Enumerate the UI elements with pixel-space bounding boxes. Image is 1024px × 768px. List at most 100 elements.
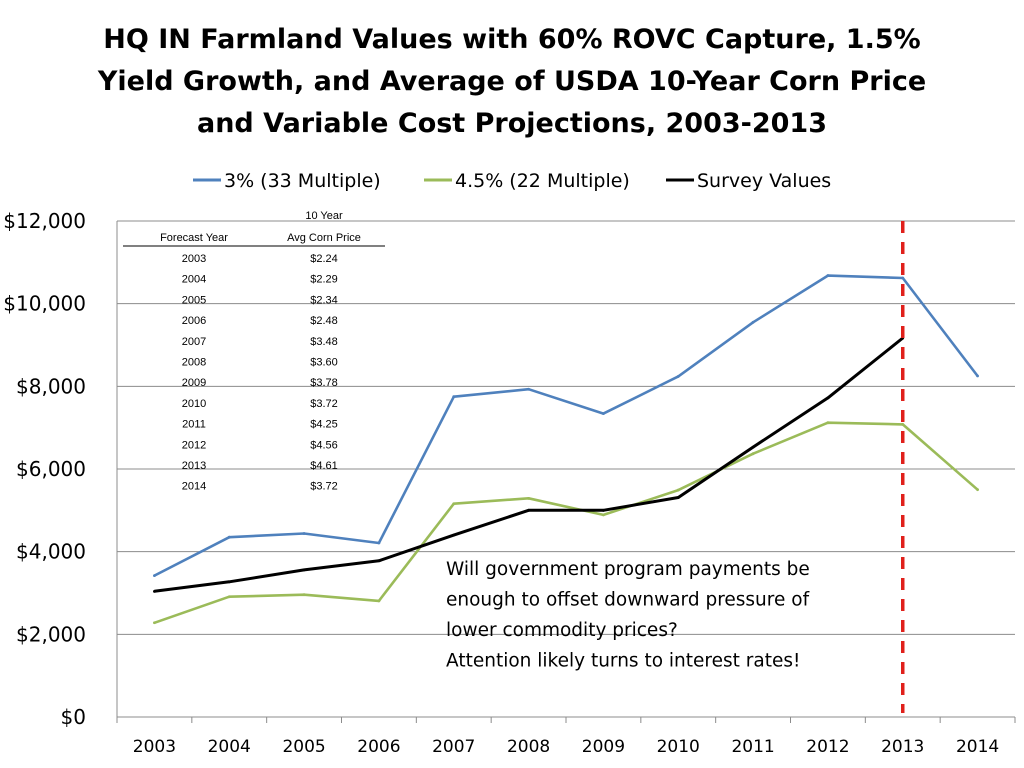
table-price: $4.25 xyxy=(310,419,338,431)
data-point xyxy=(826,274,830,277)
title-line-2: Yield Growth, and Average of USDA 10-Yea… xyxy=(97,66,926,97)
y-tick-label: $0 xyxy=(61,705,86,729)
table-year: 2009 xyxy=(182,377,206,389)
table-price: $3.78 xyxy=(310,377,338,389)
series-line-1 xyxy=(153,274,979,577)
table-year: 2004 xyxy=(182,274,206,286)
table-price: $2.24 xyxy=(310,253,338,265)
y-tick-label: $2,000 xyxy=(16,622,86,646)
x-tick-label: 2004 xyxy=(208,737,251,757)
table-year: 2011 xyxy=(182,419,206,431)
x-tick-label: 2008 xyxy=(507,737,550,757)
data-point xyxy=(153,621,156,625)
x-tick-label: 2007 xyxy=(432,737,475,757)
data-point xyxy=(153,574,156,578)
table-header-right-line1: 10 Year xyxy=(305,210,343,222)
data-point xyxy=(751,320,755,324)
table-year: 2013 xyxy=(182,460,206,472)
table-price: $2.48 xyxy=(310,315,338,327)
annotation-line-2: enough to offset downward pressure of xyxy=(446,590,810,611)
y-tick-label: $10,000 xyxy=(3,292,86,316)
table-year: 2014 xyxy=(182,481,206,493)
data-point xyxy=(377,541,381,545)
data-point xyxy=(901,276,905,280)
data-point xyxy=(527,508,530,512)
legend-label-3: Survey Values xyxy=(697,170,831,192)
annotation: Will government program payments be enoug… xyxy=(446,559,810,672)
table-price: $3.72 xyxy=(310,481,338,493)
table-year: 2006 xyxy=(182,315,206,327)
data-point xyxy=(452,502,456,506)
data-point xyxy=(227,535,231,539)
data-point xyxy=(227,580,231,584)
data-point xyxy=(602,508,605,512)
data-point xyxy=(676,496,680,499)
x-tick-label: 2009 xyxy=(582,737,625,757)
x-tick-label: 2012 xyxy=(806,737,849,757)
annotation-line-1: Will government program payments be xyxy=(446,559,810,580)
table-price: $4.56 xyxy=(310,439,338,451)
table-year: 2007 xyxy=(182,336,206,348)
series-line-2 xyxy=(153,421,979,625)
table-price: $2.29 xyxy=(310,274,338,286)
x-tick-label: 2010 xyxy=(657,737,700,757)
x-tick-label: 2006 xyxy=(357,737,400,757)
y-tick-label: $8,000 xyxy=(16,374,86,398)
data-point xyxy=(452,395,456,399)
data-point xyxy=(302,532,306,535)
data-point xyxy=(676,375,680,378)
x-tick-label: 2011 xyxy=(731,737,774,757)
table-year: 2003 xyxy=(182,253,206,265)
table-year: 2010 xyxy=(182,398,206,410)
data-point xyxy=(302,593,306,597)
chart-title: HQ IN Farmland Values with 60% ROVC Capt… xyxy=(97,24,926,139)
gridlines xyxy=(117,220,1015,635)
data-point xyxy=(452,533,456,537)
table-price: $2.34 xyxy=(310,294,338,306)
title-line-1: HQ IN Farmland Values with 60% ROVC Capt… xyxy=(103,24,920,55)
table-header-right-line2: Avg Corn Price xyxy=(287,232,361,244)
data-point xyxy=(751,445,755,449)
y-tick-label: $6,000 xyxy=(16,457,86,481)
data-point xyxy=(751,452,755,456)
inset-table: 10 Year Forecast Year Avg Corn Price 2003 $2… xyxy=(123,210,385,493)
table-year: 2005 xyxy=(182,294,206,306)
table-price: $3.48 xyxy=(310,336,338,348)
x-tick-label: 2013 xyxy=(881,737,924,757)
x-tick-label: 2005 xyxy=(282,737,325,757)
data-point xyxy=(826,421,830,425)
data-point xyxy=(602,412,605,416)
data-point xyxy=(901,422,905,426)
table-price: $3.60 xyxy=(310,357,338,369)
table-header-left: Forecast Year xyxy=(160,232,228,244)
data-point xyxy=(976,488,979,492)
data-point xyxy=(527,387,530,391)
annotation-line-4: Attention likely turns to interest rates… xyxy=(446,651,800,672)
data-point xyxy=(527,496,530,500)
data-point xyxy=(153,589,156,593)
data-point xyxy=(826,396,830,400)
y-tick-label: $12,000 xyxy=(3,209,86,233)
data-point xyxy=(302,568,306,572)
x-tick-label: 2003 xyxy=(133,737,176,757)
data-point xyxy=(377,559,381,563)
x-tick-label: 2014 xyxy=(956,737,999,757)
data-point xyxy=(976,374,979,378)
legend: 3% (33 Multiple) 4.5% (22 Multiple) Survey… xyxy=(193,170,831,192)
series-line-3 xyxy=(154,336,904,593)
y-tick-label: $4,000 xyxy=(16,540,86,564)
series-lines xyxy=(153,274,979,625)
title-line-3: and Variable Cost Projections, 2003-2013 xyxy=(197,108,827,139)
table-year: 2012 xyxy=(182,439,206,451)
annotation-line-3: lower commodity prices? xyxy=(446,620,678,641)
data-point xyxy=(602,513,605,517)
data-point xyxy=(377,599,381,603)
axes: $0 $2,000 $4,000 $6,000 $8,000 $10,000 $12,000… xyxy=(3,209,1016,757)
legend-label-2: 4.5% (22 Multiple) xyxy=(455,170,630,192)
table-price: $4.61 xyxy=(310,460,338,472)
legend-label-1: 3% (33 Multiple) xyxy=(224,170,381,192)
table-price: $3.72 xyxy=(310,398,338,410)
table-year: 2008 xyxy=(182,357,206,369)
data-point xyxy=(227,595,231,599)
